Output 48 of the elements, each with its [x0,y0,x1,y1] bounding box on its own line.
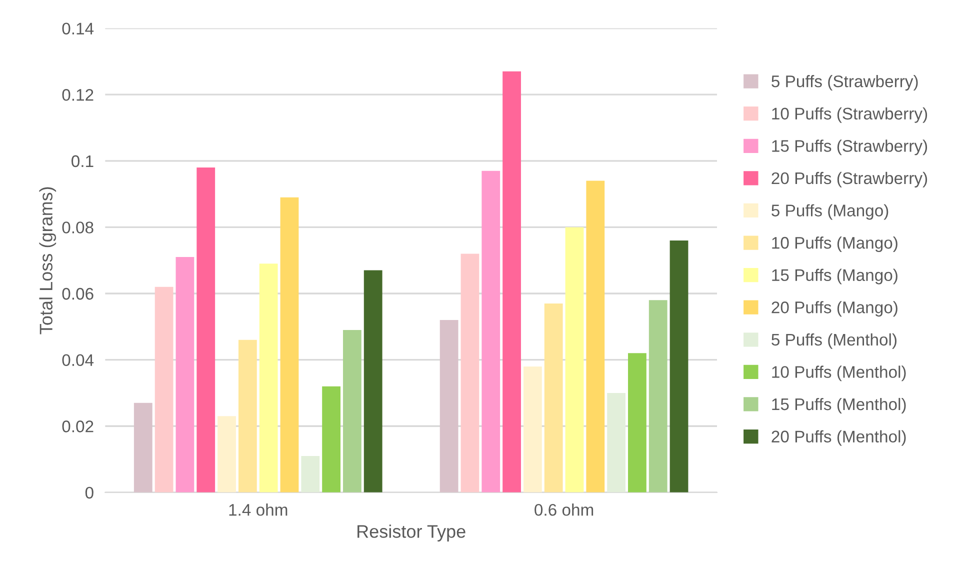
legend-label: 20 Puffs (Menthol) [772,430,906,446]
bar [648,300,668,492]
bar [238,340,257,492]
bar [342,330,362,492]
y-tick-label: 0.04 [62,354,94,366]
x-tick-label: 0.6 ohm [534,504,594,516]
legend-label: 5 Puffs (Mango) [772,204,888,220]
x-tick-label: 1.4 ohm [229,504,288,516]
bar [628,353,646,492]
legend-label: 5 Puffs (Menthol) [772,333,896,349]
y-axis-title: Total Loss (grams) [39,187,56,334]
bar [586,180,605,492]
bar [565,227,584,492]
bar [440,320,458,492]
bar [544,303,563,492]
y-tick-label: 0 [85,486,94,499]
bar [259,264,278,492]
bar [460,254,480,492]
bar [523,366,542,492]
legend-label: 10 Puffs (Menthol) [772,366,906,382]
legend-label: 20 Puffs (Mango) [772,301,898,317]
legend-label: 15 Puffs (Menthol) [772,398,906,414]
bar [196,168,216,492]
bar [154,286,174,492]
legend-label: 15 Puffs (Mango) [772,268,898,284]
bar [607,392,626,492]
y-tick-label: 0.12 [62,89,94,101]
legend-label: 15 Puffs (Strawberry) [772,140,928,156]
bar [364,270,382,492]
bar [502,71,521,492]
y-tick-label: 0.1 [72,155,94,168]
y-tick-label: 0.06 [62,288,94,300]
legend-label: 5 Puffs (Strawberry) [772,75,918,91]
legend-label: 10 Puffs (Strawberry) [772,107,928,123]
y-tick-label: 0.02 [62,420,94,432]
bar [280,197,299,492]
bar [301,456,320,492]
bar [218,416,236,492]
y-tick-label: 0.14 [62,22,94,35]
legend-label: 10 Puffs (Mango) [772,236,898,252]
bar [670,240,688,492]
bar [482,170,500,492]
bar [322,386,340,492]
y-tick-label: 0.08 [62,222,94,234]
x-axis-title: Resistor Type [358,524,466,542]
bar [176,257,194,492]
bar [134,402,152,492]
legend-label: 20 Puffs (Strawberry) [772,172,928,188]
